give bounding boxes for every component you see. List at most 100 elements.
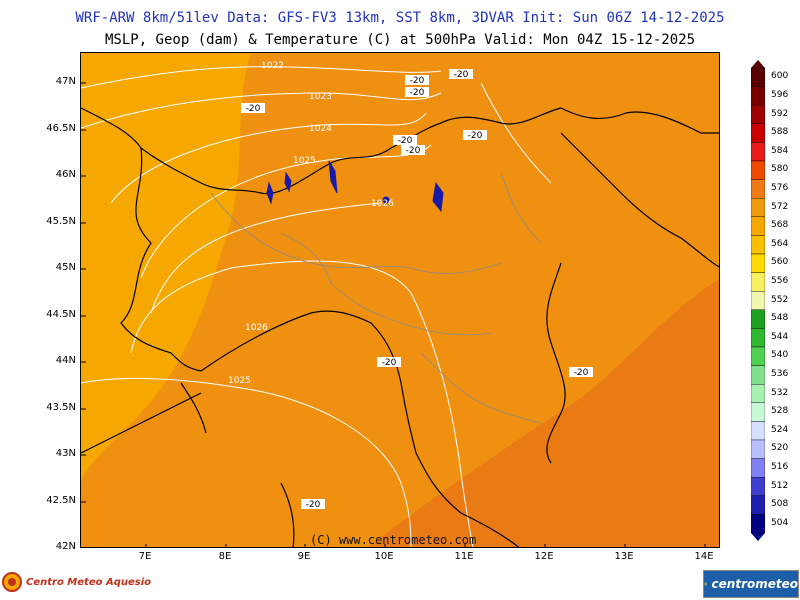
lat-label: 42.5N [46, 495, 76, 506]
colorbar-label: 512 [771, 480, 789, 491]
logo-right-text: centrometeo [711, 577, 798, 591]
isobar-1026 [150, 202, 382, 314]
region-line [500, 172, 542, 244]
colorbar-label: 532 [771, 387, 789, 398]
colorbar-swatch [751, 142, 765, 162]
colorbar-swatch [751, 216, 765, 236]
lake-como [328, 160, 338, 194]
colorbar-label: 568 [771, 220, 789, 231]
temp-label: -20 [468, 131, 483, 141]
geop-zone-576 [368, 279, 719, 547]
colorbar-label: 572 [771, 201, 789, 212]
colorbar-label: 584 [771, 145, 789, 156]
colorbar-label: 520 [771, 443, 789, 454]
temp-label: -20 [398, 136, 413, 146]
colorbar-swatch [751, 160, 765, 180]
colorbar-label: 516 [771, 461, 789, 472]
coastlines-borders [81, 107, 719, 547]
lat-label: 44N [55, 355, 76, 366]
isobar-1025b [81, 377, 412, 547]
colorbar-label: 544 [771, 331, 789, 342]
corsica-cape [180, 382, 207, 434]
colorbar-swatch [751, 439, 765, 459]
isobar-label: 1022 [261, 61, 284, 71]
isobar-1023 [81, 92, 442, 129]
colorbar-label: 596 [771, 89, 789, 100]
lat-label: 42N [55, 541, 76, 552]
header-model-info: WRF-ARW 8km/51lev Data: GFS-FV3 13km, SS… [75, 10, 725, 26]
temperature-labels: -20 -20 -20 -20 -20 -20 -20 -20 -20 -20 [241, 69, 593, 510]
isobar-label: 1025 [293, 156, 316, 166]
colorbar-swatch [751, 67, 765, 87]
map-panel: 1022 1023 1024 1025 1026 1026 1025 -20 -… [80, 52, 720, 548]
isobar-label: 1026 [371, 199, 394, 209]
isobar-labels: 1022 1023 1024 1025 1026 1026 1025 [228, 61, 394, 386]
colorbar-swatch [751, 235, 765, 255]
lon-label: 13E [614, 551, 634, 562]
lon-label: 9E [297, 551, 311, 562]
colorbar-label: 580 [771, 164, 789, 175]
temp-label: -20 [246, 104, 261, 114]
colorbar-swatch [751, 514, 765, 534]
temp-label: -20 [410, 88, 425, 98]
colorbar-swatch [751, 197, 765, 217]
region-line [330, 282, 492, 336]
lon-label: 12E [534, 551, 554, 562]
ligurian-coast [81, 392, 202, 454]
colorbar-bottom-arrow [751, 533, 765, 541]
temp-label: -20 [574, 368, 589, 378]
colorbar-label: 504 [771, 517, 789, 528]
temp-label: -20 [406, 146, 421, 156]
colorbar-label: 552 [771, 294, 789, 305]
colorbar-swatch [751, 309, 765, 329]
isobar-label: 1025 [228, 376, 251, 386]
colorbar-swatch [751, 458, 765, 478]
colorbar-swatch [751, 105, 765, 125]
alpine-border [81, 107, 719, 195]
colorbar-swatch [751, 253, 765, 273]
header-field-info: MSLP, Geop (dam) & Temperature (C) at 50… [104, 32, 695, 48]
logo-emblem-icon [2, 572, 22, 592]
lakes [266, 160, 444, 213]
colorbar-swatch [751, 477, 765, 497]
corsica-east [280, 482, 295, 547]
tyrrhenian-coast [200, 310, 520, 547]
colorbar-swatch [751, 179, 765, 199]
geop-zone-568 [81, 53, 251, 483]
colorbar-label: 524 [771, 424, 789, 435]
colorbar-label: 576 [771, 182, 789, 193]
globe-icon [704, 582, 708, 586]
colorbar-swatch [751, 346, 765, 366]
colorbar-swatch [751, 421, 765, 441]
colorbar-swatch [751, 290, 765, 310]
region-line [280, 232, 332, 284]
region-line [420, 352, 542, 424]
lat-label: 43N [55, 448, 76, 459]
colorbar-swatch [751, 123, 765, 143]
temp-label: -20 [382, 358, 397, 368]
isobars [81, 66, 552, 547]
colorbar-swatch [751, 495, 765, 515]
colorbar-label: 556 [771, 275, 789, 286]
lake-garda [432, 181, 444, 213]
lat-label: 44.5N [46, 309, 76, 320]
logo-left-text: Centro Meteo Aquesio [26, 576, 151, 588]
isobar-label: 1024 [309, 124, 332, 134]
colorbar-label: 508 [771, 499, 789, 510]
lat-label: 46.5N [46, 123, 76, 134]
colorbar-label: 536 [771, 368, 789, 379]
lat-label: 45.5N [46, 216, 76, 227]
lat-label: 47N [55, 76, 76, 87]
lake-maggiore [266, 181, 274, 205]
colorbar-label: 588 [771, 127, 789, 138]
colorbar-label: 600 [771, 71, 789, 82]
colorbar-swatch [751, 272, 765, 292]
isobar-1024 [110, 112, 427, 204]
lat-label: 43.5N [46, 402, 76, 413]
regional-borders [210, 172, 542, 424]
temp-label: -20 [410, 76, 425, 86]
isobar-east [480, 82, 552, 184]
lon-label: 8E [218, 551, 232, 562]
colorbar-swatch [751, 402, 765, 422]
colorbar-swatch [751, 384, 765, 404]
